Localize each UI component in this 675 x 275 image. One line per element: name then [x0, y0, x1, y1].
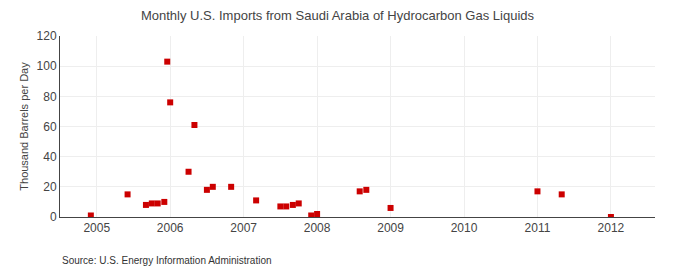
- svg-text:Thousand Barrels per Day: Thousand Barrels per Day: [18, 62, 30, 191]
- svg-text:120: 120: [37, 29, 57, 43]
- svg-text:2005: 2005: [83, 221, 110, 235]
- svg-text:2010: 2010: [451, 221, 478, 235]
- svg-text:20: 20: [43, 180, 57, 194]
- svg-text:2012: 2012: [598, 221, 625, 235]
- svg-text:2006: 2006: [157, 221, 184, 235]
- svg-text:60: 60: [43, 120, 57, 134]
- svg-text:Source: U.S. Energy Informatio: Source: U.S. Energy Information Administ…: [62, 255, 272, 266]
- svg-text:2009: 2009: [377, 221, 404, 235]
- svg-text:0: 0: [50, 210, 57, 224]
- svg-text:80: 80: [43, 90, 57, 104]
- svg-text:40: 40: [43, 150, 57, 164]
- svg-text:Monthly U.S. Imports from Saud: Monthly U.S. Imports from Saudi Arabia o…: [141, 8, 535, 23]
- svg-text:2007: 2007: [230, 221, 257, 235]
- svg-text:100: 100: [37, 59, 57, 73]
- svg-text:2011: 2011: [525, 221, 551, 235]
- svg-text:2008: 2008: [304, 221, 331, 235]
